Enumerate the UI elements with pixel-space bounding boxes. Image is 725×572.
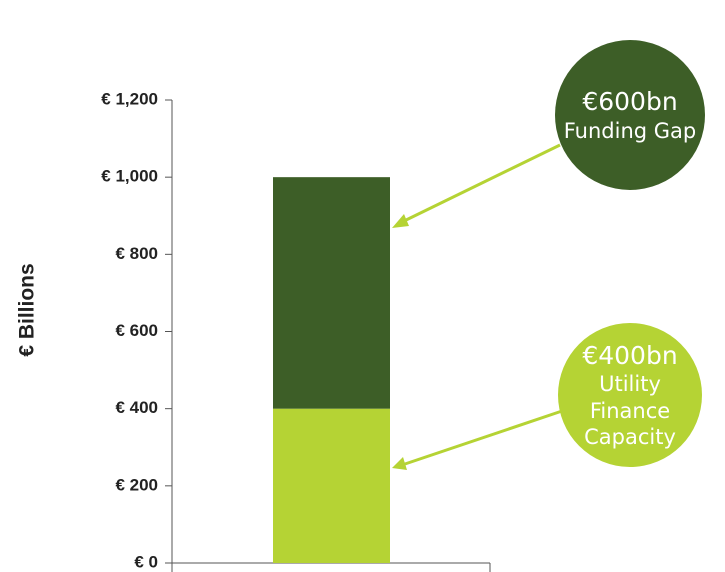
y-tick-label: € 1,000: [101, 167, 158, 186]
y-tick-label: € 800: [115, 244, 158, 263]
arrow-head: [392, 457, 407, 470]
legend-label: Funding Gap: [563, 118, 697, 143]
bubble-content: €400bn Utility Finance Capacity: [558, 340, 702, 450]
y-tick-label: € 600: [115, 321, 158, 340]
bar-segment: [273, 408, 390, 563]
value-label: €600bn: [582, 87, 678, 117]
value-label: €400bn: [582, 341, 678, 370]
y-tick-label: € 200: [115, 475, 158, 494]
arrow: [401, 143, 561, 224]
arrow: [401, 408, 566, 467]
legend-label: Utility Finance Capacity: [584, 372, 676, 449]
legend-bubble: [555, 40, 705, 190]
y-tick-label: € 400: [115, 398, 158, 417]
bubble-content: €600bn Funding Gap: [555, 60, 705, 170]
y-axis-label: € Billions: [16, 263, 39, 356]
arrow-head: [392, 214, 409, 228]
y-tick-label: € 0: [134, 552, 158, 571]
legend-bubble: [558, 323, 702, 467]
bar-segment: [273, 177, 390, 409]
y-tick-label: € 1,200: [101, 89, 158, 108]
